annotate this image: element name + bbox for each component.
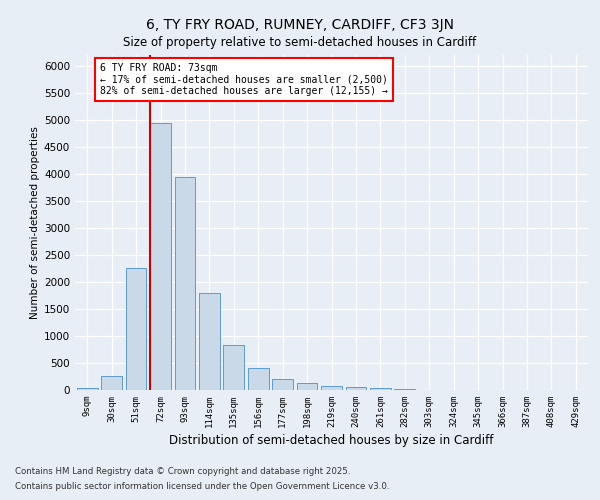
Bar: [223, 344, 244, 390]
Text: Contains HM Land Registry data © Crown copyright and database right 2025.: Contains HM Land Registry data © Crown c…: [15, 467, 350, 476]
Bar: [175, 176, 196, 390]
X-axis label: Distribution of semi-detached houses by size in Cardiff: Distribution of semi-detached houses by …: [169, 434, 494, 447]
Text: 6 TY FRY ROAD: 73sqm
← 17% of semi-detached houses are smaller (2,500)
82% of se: 6 TY FRY ROAD: 73sqm ← 17% of semi-detac…: [100, 63, 388, 96]
Text: Contains public sector information licensed under the Open Government Licence v3: Contains public sector information licen…: [15, 482, 389, 491]
Bar: [125, 268, 146, 390]
Bar: [248, 368, 269, 390]
Bar: [101, 376, 122, 390]
Bar: [370, 388, 391, 390]
Bar: [321, 386, 342, 390]
Bar: [346, 387, 367, 390]
Bar: [296, 383, 317, 390]
Y-axis label: Number of semi-detached properties: Number of semi-detached properties: [30, 126, 40, 319]
Bar: [394, 389, 415, 390]
Bar: [199, 292, 220, 390]
Bar: [150, 122, 171, 390]
Bar: [77, 388, 98, 390]
Text: 6, TY FRY ROAD, RUMNEY, CARDIFF, CF3 3JN: 6, TY FRY ROAD, RUMNEY, CARDIFF, CF3 3JN: [146, 18, 454, 32]
Text: Size of property relative to semi-detached houses in Cardiff: Size of property relative to semi-detach…: [124, 36, 476, 49]
Bar: [272, 379, 293, 390]
